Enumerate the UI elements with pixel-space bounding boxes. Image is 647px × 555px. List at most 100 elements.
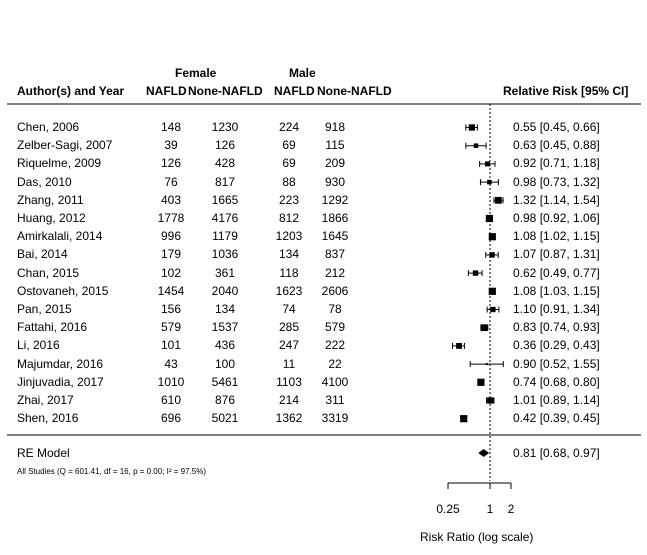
point-estimate-square	[488, 233, 496, 241]
female-nafld-count: 696	[160, 411, 182, 426]
point-estimate-square	[480, 324, 488, 332]
study-author: Shen, 2016	[17, 411, 79, 426]
x-axis-tick-label: 2	[507, 502, 515, 516]
point-estimate-square	[487, 179, 492, 185]
male-nafld-count: 69	[282, 138, 296, 153]
male-nafld-count: 11	[282, 356, 296, 371]
female-nafld-count: 76	[164, 174, 178, 189]
study-author: Huang, 2012	[17, 211, 86, 225]
relative-risk-header: Relative Risk [95% CI]	[503, 84, 629, 98]
point-estimate-square	[488, 287, 496, 295]
female-nafld-count: 1778	[157, 211, 185, 225]
female-nafld-count: 126	[160, 156, 182, 171]
study-rr-text: 1.07 [0.87, 1.31]	[513, 247, 600, 262]
female-none-nafld-count: 5021	[211, 411, 239, 426]
male-nafld-count: 224	[278, 120, 300, 134]
study-rr-text: 0.55 [0.45, 0.66]	[513, 120, 600, 134]
female-nafld-count: 996	[160, 229, 182, 244]
male-nafld-count: 1203	[275, 229, 303, 244]
male-nafld-count: 223	[278, 192, 300, 207]
male-nafld-count: 118	[279, 265, 299, 280]
male-none-nafld-count: 930	[324, 174, 346, 189]
female-none-nafld-count: 1537	[211, 320, 239, 335]
male-none-nafld-count: 222	[324, 338, 346, 353]
study-rr-text: 0.83 [0.74, 0.93]	[513, 320, 600, 335]
female-nafld-count: 179	[160, 247, 182, 262]
male-none-nafld-count: 918	[324, 120, 346, 134]
male-none-nafld-count: 212	[324, 265, 346, 280]
female-none-nafld-count: 126	[214, 138, 236, 153]
study-rr-text: 0.98 [0.92, 1.06]	[513, 211, 600, 225]
x-axis-tick-label: 0.25	[436, 502, 460, 516]
point-estimate-square	[460, 415, 468, 423]
study-author: Majumdar, 2016	[17, 356, 104, 371]
study-author: Das, 2010	[17, 174, 72, 189]
male-nafld-count: 134	[278, 247, 300, 262]
female-none-nafld-count: 817	[214, 174, 236, 189]
female-none-nafld-count: 134	[214, 302, 236, 316]
study-rr-text: 1.08 [1.02, 1.15]	[513, 229, 600, 244]
point-estimate-square	[487, 397, 494, 404]
study-rr-text: 1.10 [0.91, 1.34]	[513, 302, 600, 316]
female-nafld-count: 156	[160, 302, 182, 316]
female-none-nafld-count: 2040	[211, 283, 239, 298]
male-none-nafld-count: 579	[324, 320, 346, 335]
study-author: Chan, 2015	[17, 265, 80, 280]
study-author: Li, 2016	[17, 338, 60, 353]
female-none-nafld-count: 361	[214, 265, 236, 280]
study-rr-text: 0.42 [0.39, 0.45]	[513, 411, 600, 426]
female-none-nafld-count: 876	[214, 393, 236, 407]
male-nafld-count: 74	[282, 302, 296, 316]
study-author: Jinjuvadia, 2017	[17, 374, 104, 389]
male-nafld-count: 812	[278, 211, 300, 225]
female-none-nafld-count: 436	[214, 338, 236, 353]
study-rr-text: 0.74 [0.68, 0.80]	[513, 374, 600, 389]
male-nafld-count: 1103	[276, 374, 302, 389]
male-nafld-count: 214	[278, 393, 300, 407]
male-nafld-count: 1623	[275, 283, 303, 298]
female-nafld-count: 1454	[157, 283, 185, 298]
female-nafld-count: 102	[160, 265, 182, 280]
summary-rr-text: 0.81 [0.68, 0.97]	[513, 446, 600, 460]
x-axis-tick-label: 1	[486, 502, 494, 516]
female-nafld-count: 579	[160, 320, 182, 335]
study-author: Zhang, 2011	[17, 192, 84, 207]
female-nafld-count: 403	[160, 192, 182, 207]
study-rr-text: 0.92 [0.71, 1.18]	[513, 156, 600, 171]
study-rr-text: 1.32 [1.14, 1.54]	[513, 192, 600, 207]
point-estimate-square	[473, 143, 479, 148]
female-nafld-count: 101	[160, 338, 182, 353]
point-estimate-square	[495, 196, 502, 204]
study-author: Chen, 2006	[17, 120, 80, 134]
male-none-nafld-count: 2606	[321, 283, 349, 298]
study-author: Pan, 2015	[17, 302, 72, 316]
male-none-nafld-count: 3319	[321, 411, 349, 426]
study-rr-text: 0.63 [0.45, 0.88]	[513, 138, 600, 153]
male-none-nafld-count: 1645	[321, 229, 349, 244]
point-estimate-square	[485, 214, 493, 223]
female-nafld-count: 1010	[157, 374, 185, 389]
study-author: Bai, 2014	[17, 247, 68, 262]
point-estimate-square	[468, 124, 476, 131]
summary-stats: All Studies (Q = 601.41, df = 16, p = 0.…	[17, 467, 207, 476]
female-nafld-header: NAFLD	[146, 84, 187, 98]
female-none-nafld-count: 4176	[211, 211, 239, 225]
female-nafld-count: 148	[160, 120, 182, 134]
male-group-header: Male	[289, 66, 316, 80]
male-none-nafld-count: 115	[325, 138, 345, 153]
summary-diamond	[478, 449, 490, 457]
female-nafld-count: 43	[164, 356, 178, 371]
point-estimate-square	[489, 252, 495, 258]
study-rr-text: 1.01 [0.89, 1.14]	[513, 393, 600, 407]
point-estimate-square	[485, 363, 488, 366]
male-none-nafld-count: 311	[325, 393, 345, 407]
female-none-nafld-count: 1230	[211, 120, 239, 134]
female-none-nafld-count: 5461	[211, 374, 239, 389]
male-none-nafld-count: 837	[324, 247, 346, 262]
female-none-nafld-count: 1179	[212, 229, 238, 244]
male-none-nafld-count: 1292	[321, 192, 349, 207]
female-nafld-count: 610	[160, 393, 182, 407]
female-none-nafld-count: 428	[214, 156, 236, 171]
female-group-header: Female	[175, 66, 217, 80]
